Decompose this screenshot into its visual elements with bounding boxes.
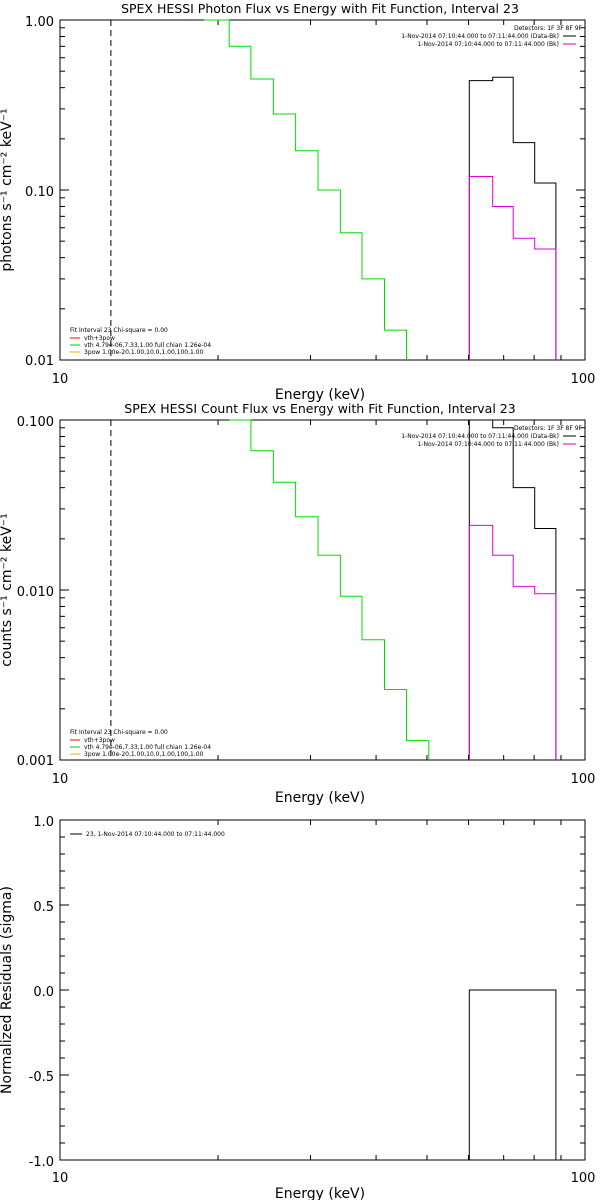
y-axis-label: counts s⁻¹ cm⁻² keV⁻¹ [0, 513, 15, 667]
y-tick-label: 0.001 [17, 754, 54, 769]
series-layer [468, 989, 557, 1160]
fit-legend-header: Fit Interval 23 Chi-square = 0.00 [70, 327, 168, 334]
y-tick-label: 1.00 [25, 15, 54, 30]
legend-header: Detectors: 1F 3F 8F 9F [514, 425, 583, 432]
y-axis-label: photons s⁻¹ cm⁻² keV⁻¹ [0, 108, 15, 271]
series-0-histogram [203, 19, 407, 360]
y-tick-label: -0.5 [29, 1070, 54, 1085]
series-2-histogram [468, 524, 557, 760]
legend-entry-label: 1-Nov-2014 07:10:44.000 to 07:11:44.000 … [417, 41, 559, 48]
count-flux-panel: SPEX HESSI Count Flux vs Energy with Fit… [0, 401, 595, 806]
residuals-panel: 10 100 1.0 0.5 0.0 -0.5 -1.0 Energy (keV… [0, 815, 595, 1200]
y-tick-label: 0.10 [25, 185, 54, 200]
legend-entry-label: 1-Nov-2014 07:10:44.000 to 07:11:44.000 … [401, 433, 559, 440]
legend-entry-label: 1-Nov-2014 07:10:44.000 to 07:11:44.000 … [417, 441, 559, 448]
y-tick-label: 0.010 [17, 585, 54, 600]
axis-ticks [59, 819, 586, 1161]
chart-title: SPEX HESSI Count Flux vs Energy with Fit… [124, 401, 515, 416]
y-tick-label: 0.01 [25, 354, 54, 369]
series-0-histogram [468, 989, 557, 1160]
fit-legend-entry: 3pow 1.00e-20,1.00,10.0,1.00,100,1.00 [84, 349, 204, 356]
y-tick-label: -1.0 [29, 1155, 54, 1170]
chart-title: SPEX HESSI Photon Flux vs Energy with Fi… [121, 1, 519, 16]
fit-legend-entry: vth 4.79e-06,7.33,1.00 full chian 1.26e-… [84, 342, 211, 349]
series-1-histogram [468, 76, 557, 360]
fit-legend-entry: vth 4.79e-06,7.33,1.00 full chian 1.26e-… [84, 744, 211, 751]
y-tick-label: 0.0 [33, 985, 54, 1000]
y-tick-label: 1.0 [33, 815, 54, 830]
legend-header: Detectors: 1F 3F 8F 9F [514, 25, 583, 32]
axis-ticks [59, 419, 586, 761]
x-axis-label: Energy (keV) [275, 1186, 365, 1200]
photon-flux-panel: SPEX HESSI Photon Flux vs Energy with Fi… [0, 1, 595, 403]
fit-legend-entry: vth+3pow [84, 335, 115, 342]
x-tick-label-10: 10 [52, 772, 69, 787]
x-tick-label-100: 100 [571, 372, 596, 387]
x-tick-label-100: 100 [571, 1171, 596, 1186]
x-tick-label-10: 10 [52, 1171, 69, 1186]
x-tick-label-100: 100 [571, 772, 596, 787]
axis-ticks [59, 19, 586, 361]
series-layer [203, 19, 557, 360]
series-0-histogram [229, 419, 430, 760]
legend-entry-label: 1-Nov-2014 07:10:44.000 to 07:11:44.000 … [401, 33, 559, 40]
fit-legend-header: Fit Interval 23 Chi-square = 0.00 [70, 729, 168, 736]
y-tick-label: 0.100 [17, 415, 54, 430]
x-tick-label-10: 10 [52, 372, 69, 387]
x-axis-label: Energy (keV) [275, 387, 365, 403]
y-tick-label: 0.5 [33, 900, 54, 915]
fit-legend-entry: 3pow 1.00e-20,1.00,10.0,1.00,100,1.00 [84, 751, 204, 758]
series-2-histogram [468, 176, 557, 360]
fit-legend-entry: vth+3pow [84, 737, 115, 744]
x-axis-label: Energy (keV) [275, 790, 365, 806]
y-axis-label: Normalized Residuals (sigma) [0, 886, 15, 1094]
series-layer [229, 419, 557, 760]
plot-frame [59, 419, 586, 761]
series-1-histogram [468, 419, 557, 760]
residual-legend-entry: 23, 1-Nov-2014 07:10:44.000 to 07:11:44.… [86, 831, 225, 838]
